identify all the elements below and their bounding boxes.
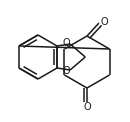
Text: O: O: [62, 38, 70, 48]
Text: O: O: [83, 102, 91, 112]
Text: O: O: [62, 66, 70, 76]
Text: O: O: [100, 17, 108, 27]
